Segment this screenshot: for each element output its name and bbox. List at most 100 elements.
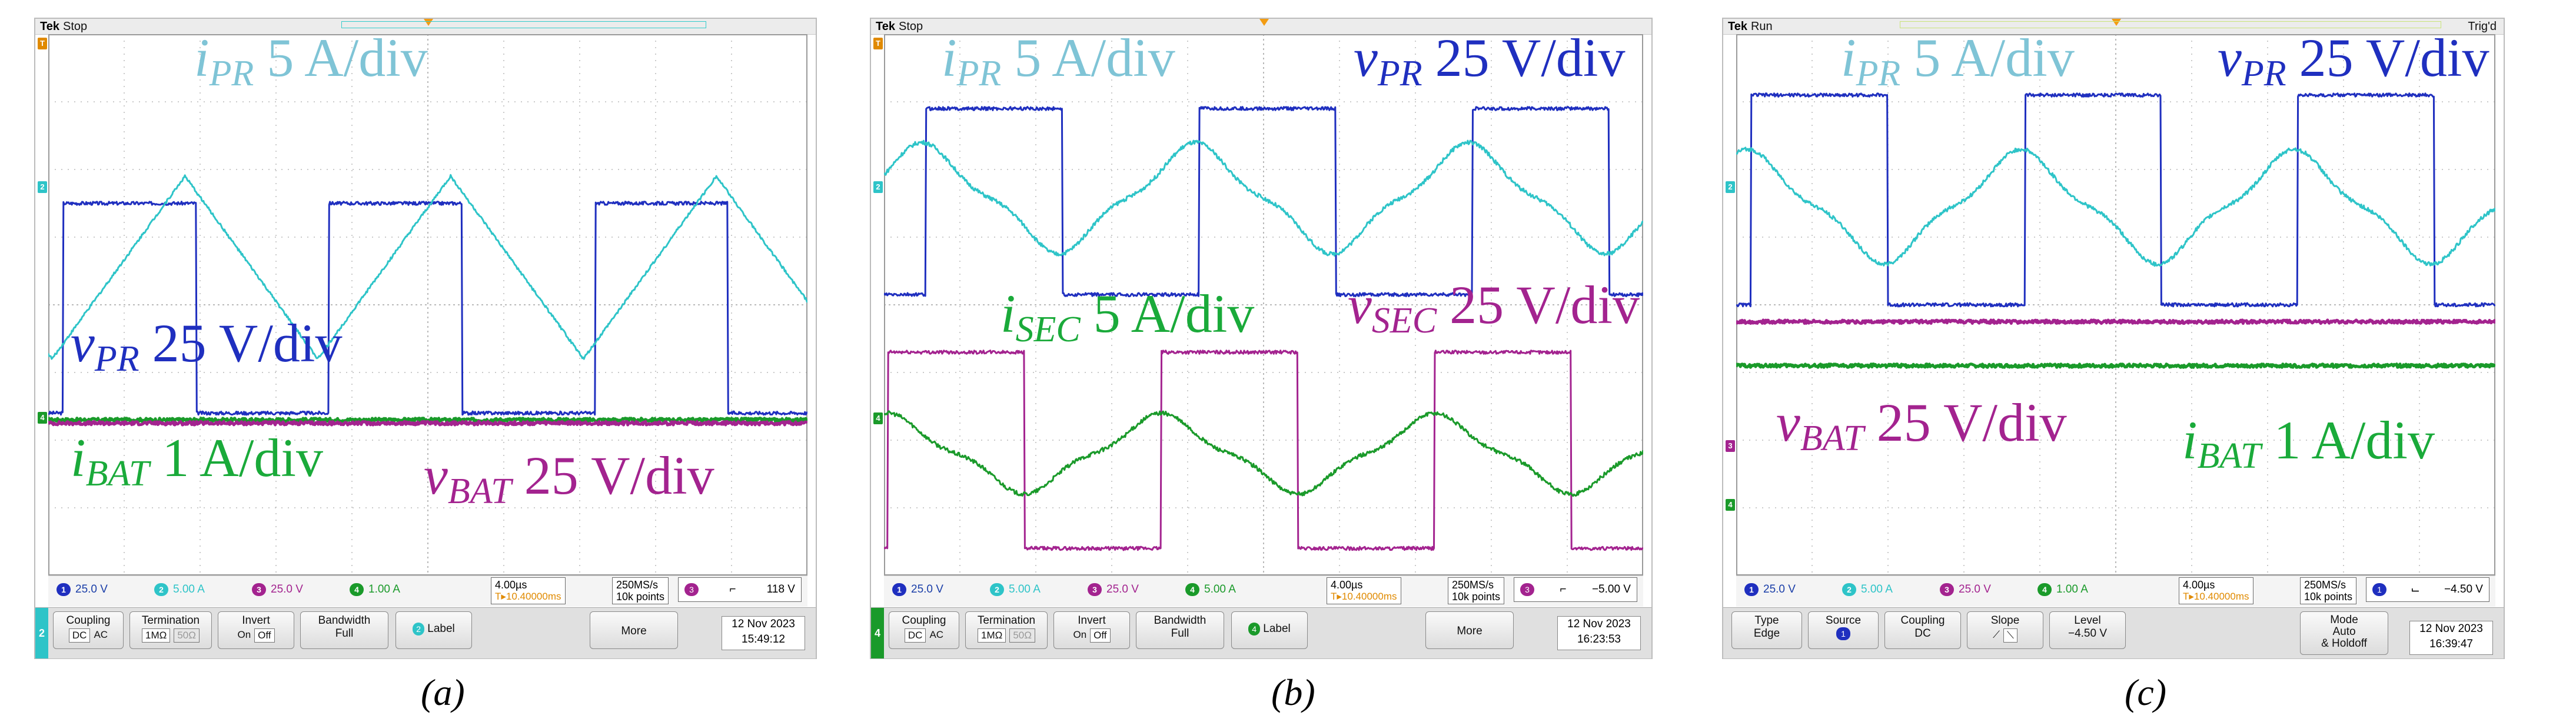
waveform-graticule: 2 3 4 <box>1726 34 2495 575</box>
record-view-bar <box>341 21 706 28</box>
coupling-button[interactable]: Coupling DC AC <box>889 611 959 649</box>
trigger-readout[interactable]: 3 ⌐ −5.00 V <box>1514 577 1637 602</box>
ch2-ground-marker: 2 <box>38 181 47 193</box>
ch2-readout[interactable]: 2 5.00 A <box>1842 582 1893 597</box>
ch4-ground-marker: 4 <box>1726 499 1735 511</box>
level-button[interactable]: Level −4.50 V <box>2049 611 2126 649</box>
label-ibat: iBAT 1 A/div <box>2182 410 2435 476</box>
ch3-readout[interactable]: 3 25.0 V <box>1940 582 1991 597</box>
caption-a: (a) <box>421 671 465 713</box>
scope-status: Tek Stop <box>876 20 923 33</box>
ch4-readout[interactable]: 4 1.00 A <box>2037 582 2088 597</box>
coupling-button[interactable]: Coupling DC <box>1884 611 1961 649</box>
scope-status: Tek Run <box>1728 20 1773 33</box>
coupling-button[interactable]: Coupling DC AC <box>53 611 124 649</box>
trigger-menu: Type Edge Source 1 Coupling DC Slope ⟋ ⟍ Leve… <box>1723 607 2504 658</box>
ch3-ground-marker: 3 <box>1726 440 1735 452</box>
label-button[interactable]: 2 Label <box>395 611 472 649</box>
waveform-vbat <box>1736 318 2495 325</box>
falling-edge-icon: ⌙ <box>2411 583 2420 596</box>
graticule-svg <box>884 34 1643 575</box>
label-vsec: vSEC 25 V/div <box>1348 275 1640 341</box>
date-time: 12 Nov 2023 15:49:12 <box>722 616 805 650</box>
scope-panel-a: Tek Stop T 2 4 iPR 5 A/div vPR 25 V/div iBA… <box>34 18 817 659</box>
timebase-readout[interactable]: 4.00µs T▸10.40000ms <box>2179 577 2253 604</box>
source-button[interactable]: Source 1 <box>1808 611 1879 649</box>
timebase-readout[interactable]: 4.00µs T▸10.40000ms <box>491 577 566 604</box>
trigger-readout[interactable]: 1 ⌙ −4.50 V <box>2366 577 2489 602</box>
acquisition-readout[interactable]: 250MS/s 10k points <box>612 577 669 604</box>
acquisition-readout[interactable]: 250MS/s 10k points <box>2300 577 2357 604</box>
vertical-menu: 4 Coupling DC AC Termination 1MΩ 50Ω Invert O… <box>871 607 1651 658</box>
termination-button[interactable]: Termination 1MΩ 50Ω <box>129 611 212 649</box>
label-ibat: iBAT 1 A/div <box>71 428 323 494</box>
mode-button[interactable]: Mode Auto & Holdoff <box>2300 611 2388 655</box>
channel-readout-bar: 1 25.0 V 2 5.00 A 3 25.0 V 4 1.00 A 4.00µs T▸… <box>1736 575 2495 607</box>
more-button[interactable]: More <box>1425 611 1514 649</box>
label-ipr: iPR 5 A/div <box>942 28 1175 94</box>
waveform-ipr <box>48 174 807 360</box>
label-vbat: vBAT 25 V/div <box>1776 392 2067 458</box>
trigger-position-marker <box>424 19 433 26</box>
caption-b: (b) <box>1271 671 1315 713</box>
ch3-readout[interactable]: 3 25.0 V <box>252 582 303 597</box>
ch4-readout[interactable]: 4 1.00 A <box>350 582 400 597</box>
label-ipr: iPR 5 A/div <box>1841 28 2075 94</box>
ch1-readout[interactable]: 1 25.0 V <box>892 582 943 597</box>
label-vbat: vBAT 25 V/div <box>424 445 714 511</box>
ch2-readout[interactable]: 2 5.00 A <box>990 582 1041 597</box>
waveform-vpr <box>48 201 807 416</box>
waveform-vpr <box>884 106 1643 298</box>
slope-button[interactable]: Slope ⟋ ⟍ <box>1967 611 2043 649</box>
invert-button[interactable]: Invert On Off <box>1053 611 1130 649</box>
waveform-ipr <box>1736 147 2495 267</box>
scope-status-bar: Tek Run Trig'd <box>1723 19 2504 35</box>
termination-button[interactable]: Termination 1MΩ 50Ω <box>965 611 1048 649</box>
graticule-border <box>884 34 1643 575</box>
trigger-status: Trig'd <box>2468 20 2497 33</box>
waveform-vsec <box>884 350 1643 551</box>
ch4-ground-marker: 4 <box>873 412 883 424</box>
vertical-menu: 2 Coupling DC AC Termination 1MΩ 50Ω Invert O… <box>35 607 816 658</box>
ch1-ground-marker: T <box>38 38 47 49</box>
waveform-graticule: T 2 4 <box>38 34 807 575</box>
waveform-ibat <box>1736 362 2495 369</box>
bandwidth-button[interactable]: Bandwidth Full <box>1136 611 1224 649</box>
ch1-readout[interactable]: 1 25.0 V <box>56 582 108 597</box>
label-button[interactable]: 4 Label <box>1231 611 1308 649</box>
label-vpr: vPR 25 V/div <box>2218 28 2489 94</box>
ch1-readout[interactable]: 1 25.0 V <box>1744 582 1796 597</box>
falling-slope-icon: ⟍ <box>2003 628 2017 643</box>
date-time: 12 Nov 2023 16:39:47 <box>2409 621 2493 655</box>
record-view-bar <box>1900 21 2441 28</box>
scope-status: Tek Stop <box>40 20 88 33</box>
scope-panel-c: Tek Run Trig'd 2 3 4 iPR 5 A/div vPR 25 V/d… <box>1722 18 2505 659</box>
invert-button[interactable]: Invert On Off <box>218 611 294 649</box>
ch3-readout[interactable]: 3 25.0 V <box>1088 582 1139 597</box>
rising-slope-icon: ⟋ <box>1993 629 2000 640</box>
ch4-readout[interactable]: 4 5.00 A <box>1185 582 1236 597</box>
more-button[interactable]: More <box>590 611 678 649</box>
waveform-graticule: T 2 4 <box>873 34 1643 575</box>
graticule-border <box>48 34 807 575</box>
menu-channel-tab[interactable]: 2 <box>35 608 48 658</box>
ch2-ground-marker: 2 <box>873 181 883 193</box>
waveform-vbat <box>48 420 807 427</box>
menu-channel-tab[interactable]: 4 <box>871 608 884 658</box>
waveform-vpr <box>1736 92 2495 308</box>
rising-edge-icon: ⌐ <box>729 583 736 595</box>
label-vpr: vPR 25 V/div <box>1354 28 1626 94</box>
channel-readout-bar: 1 25.0 V 2 5.00 A 3 25.0 V 4 1.00 A 4.00µs T▸… <box>48 575 807 607</box>
acquisition-readout[interactable]: 250MS/s 10k points <box>1448 577 1505 604</box>
bandwidth-button[interactable]: Bandwidth Full <box>300 611 388 649</box>
label-isec: iSEC 5 A/div <box>1001 284 1255 350</box>
ch2-readout[interactable]: 2 5.00 A <box>154 582 205 597</box>
timebase-readout[interactable]: 4.00µs T▸10.40000ms <box>1327 577 1401 604</box>
label-ipr: iPR 5 A/div <box>194 28 428 94</box>
ch2-ground-marker: 2 <box>1726 181 1735 193</box>
type-button[interactable]: Type Edge <box>1731 611 1802 649</box>
waveform-isec <box>884 410 1643 497</box>
trigger-readout[interactable]: 3 ⌐ 118 V <box>678 577 802 602</box>
label-vpr: vPR 25 V/div <box>71 313 343 379</box>
ch1-ground-marker: T <box>873 38 883 49</box>
